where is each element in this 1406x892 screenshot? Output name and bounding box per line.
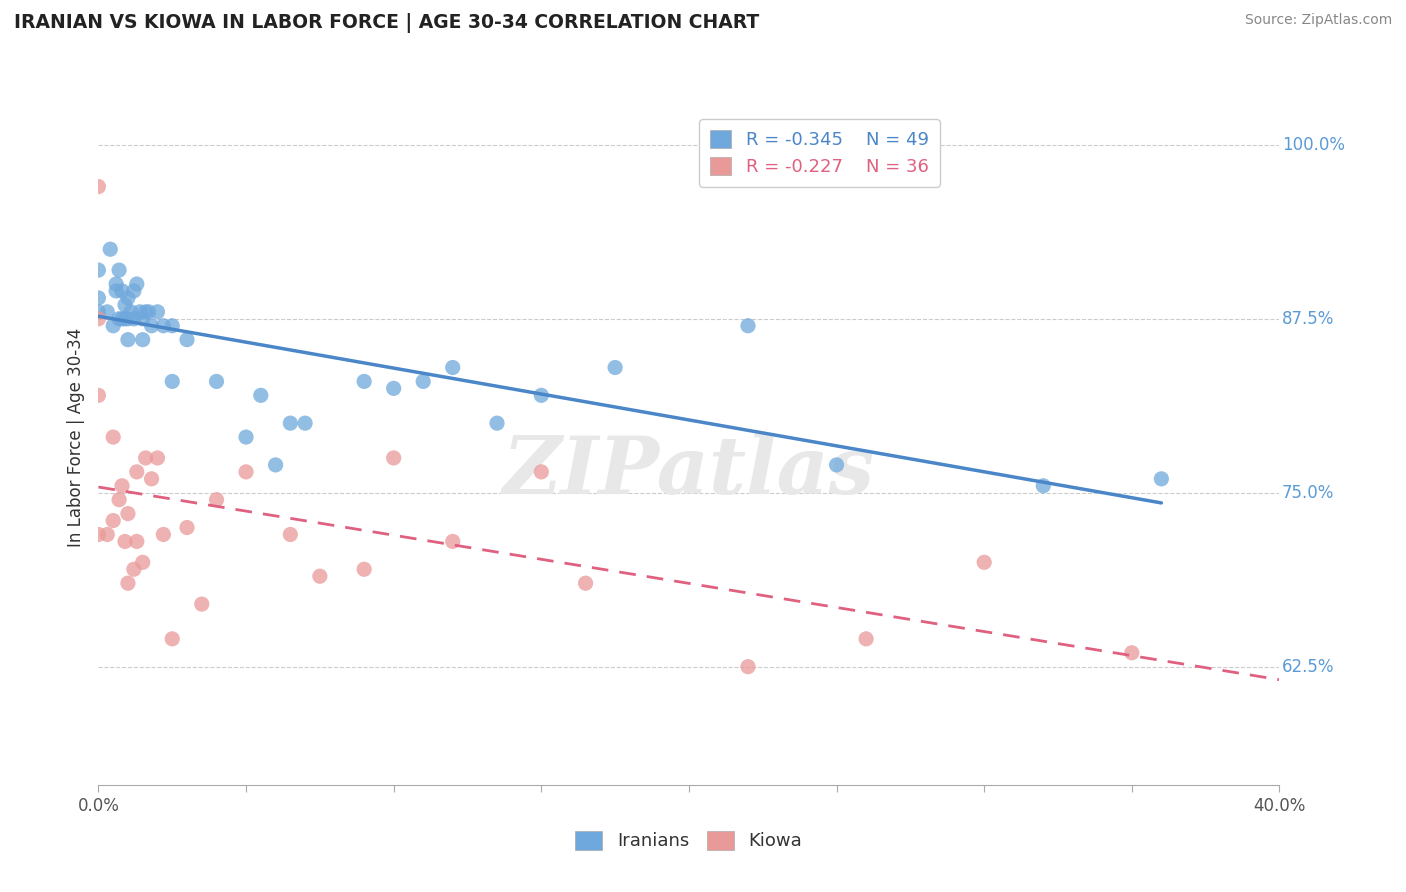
Point [737, 659, 759, 673]
Legend: Iranians, Kiowa: Iranians, Kiowa [567, 822, 811, 859]
Point [605, 360, 627, 375]
Point [412, 375, 434, 389]
Point [135, 305, 157, 319]
Point [108, 492, 131, 507]
Point [382, 450, 405, 465]
Text: 100.0%: 100.0% [1282, 136, 1344, 153]
Point [250, 388, 273, 402]
Point [128, 305, 150, 319]
Point [120, 305, 142, 319]
Text: 62.5%: 62.5% [1282, 657, 1334, 675]
Point [1121, 646, 1143, 660]
Point [855, 632, 877, 646]
Point [1032, 479, 1054, 493]
Point [152, 527, 174, 541]
Point [737, 318, 759, 333]
Point [530, 465, 553, 479]
Point [122, 562, 145, 576]
Point [87, 305, 110, 319]
Point [141, 318, 163, 333]
Point [96, 527, 118, 541]
Point [205, 375, 228, 389]
Point [108, 311, 131, 326]
Point [125, 534, 148, 549]
Point [122, 284, 145, 298]
Point [114, 534, 136, 549]
Point [125, 465, 148, 479]
Point [235, 465, 257, 479]
Text: IRANIAN VS KIOWA IN LABOR FORCE | AGE 30-34 CORRELATION CHART: IRANIAN VS KIOWA IN LABOR FORCE | AGE 30… [14, 13, 759, 33]
Point [278, 527, 302, 541]
Point [103, 430, 125, 444]
Point [87, 388, 110, 402]
Point [111, 479, 134, 493]
Point [87, 179, 110, 194]
Point [162, 318, 183, 333]
Point [162, 375, 183, 389]
Point [530, 388, 553, 402]
Point [441, 360, 464, 375]
Text: ZIPatlas: ZIPatlas [503, 434, 875, 510]
Point [353, 562, 375, 576]
Text: 87.5%: 87.5% [1282, 310, 1334, 327]
Point [87, 527, 110, 541]
Point [117, 576, 139, 591]
Point [162, 632, 183, 646]
Point [87, 311, 110, 326]
Point [176, 333, 198, 347]
Point [973, 555, 995, 569]
Point [825, 458, 848, 472]
Point [105, 277, 128, 291]
Point [117, 507, 139, 521]
Point [138, 305, 160, 319]
Point [146, 450, 169, 465]
Point [135, 450, 157, 465]
Point [309, 569, 332, 583]
Point [117, 291, 139, 305]
Point [132, 311, 155, 326]
Point [87, 263, 110, 277]
Point [117, 333, 139, 347]
Point [205, 492, 228, 507]
Point [486, 416, 509, 430]
Point [191, 597, 214, 611]
Point [1150, 472, 1173, 486]
Text: 75.0%: 75.0% [1282, 483, 1334, 501]
Point [382, 381, 405, 395]
Point [264, 458, 287, 472]
Point [98, 242, 121, 256]
Point [176, 520, 198, 534]
Point [125, 277, 148, 291]
Point [111, 284, 134, 298]
Point [235, 430, 257, 444]
Point [108, 263, 131, 277]
Point [87, 291, 110, 305]
Point [146, 305, 169, 319]
Point [105, 284, 128, 298]
Point [114, 298, 136, 312]
Point [152, 318, 174, 333]
Text: Source: ZipAtlas.com: Source: ZipAtlas.com [1244, 13, 1392, 28]
Point [141, 472, 163, 486]
Point [574, 576, 596, 591]
Point [122, 311, 145, 326]
Point [294, 416, 316, 430]
Y-axis label: In Labor Force | Age 30-34: In Labor Force | Age 30-34 [66, 327, 84, 547]
Point [114, 311, 136, 326]
Point [132, 333, 155, 347]
Point [353, 375, 375, 389]
Point [103, 514, 125, 528]
Point [441, 534, 464, 549]
Point [111, 311, 134, 326]
Point [278, 416, 302, 430]
Point [132, 555, 155, 569]
Point [103, 318, 125, 333]
Point [117, 311, 139, 326]
Point [96, 305, 118, 319]
